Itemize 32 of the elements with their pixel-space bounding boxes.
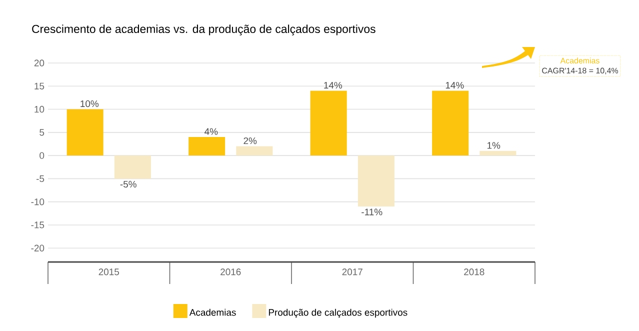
data-label: -11% xyxy=(362,208,382,216)
data-label: 14% xyxy=(324,82,342,89)
data-label: 4% xyxy=(204,128,218,135)
bar xyxy=(480,150,516,156)
data-label: -5% xyxy=(120,180,136,188)
y-tick-label: -15 xyxy=(31,222,44,228)
data-label: 1% xyxy=(487,142,500,149)
y-tick-label: 5 xyxy=(40,129,44,136)
bar xyxy=(310,90,347,156)
legend-label: Produção de calçados esportivos xyxy=(268,308,408,318)
data-label: 2% xyxy=(244,137,257,144)
x-tick-label: 2018 xyxy=(464,268,484,276)
bar xyxy=(188,137,226,156)
bar xyxy=(236,146,273,156)
y-tick-label: -10 xyxy=(31,198,44,206)
bar xyxy=(66,109,104,156)
x-tick-label: 2017 xyxy=(342,268,362,276)
y-tick-label: 10 xyxy=(34,106,44,113)
data-label: 14% xyxy=(446,82,464,89)
bar xyxy=(358,156,394,206)
bar xyxy=(114,156,151,179)
x-tick-label: 2015 xyxy=(98,268,120,276)
x-tick-label: 2016 xyxy=(220,268,241,276)
data-label: 10% xyxy=(80,100,99,108)
bar xyxy=(432,90,469,156)
chart-title: Crescimento de academias vs. da produção de calçados esportivos xyxy=(32,24,376,36)
y-tick-label: -20 xyxy=(31,244,44,252)
y-tick-label: 15 xyxy=(34,82,44,90)
y-tick-label: 0 xyxy=(40,152,44,159)
legend-label: Academias xyxy=(189,308,236,316)
y-tick-label: -5 xyxy=(36,175,44,182)
y-tick-label: 20 xyxy=(34,60,44,66)
